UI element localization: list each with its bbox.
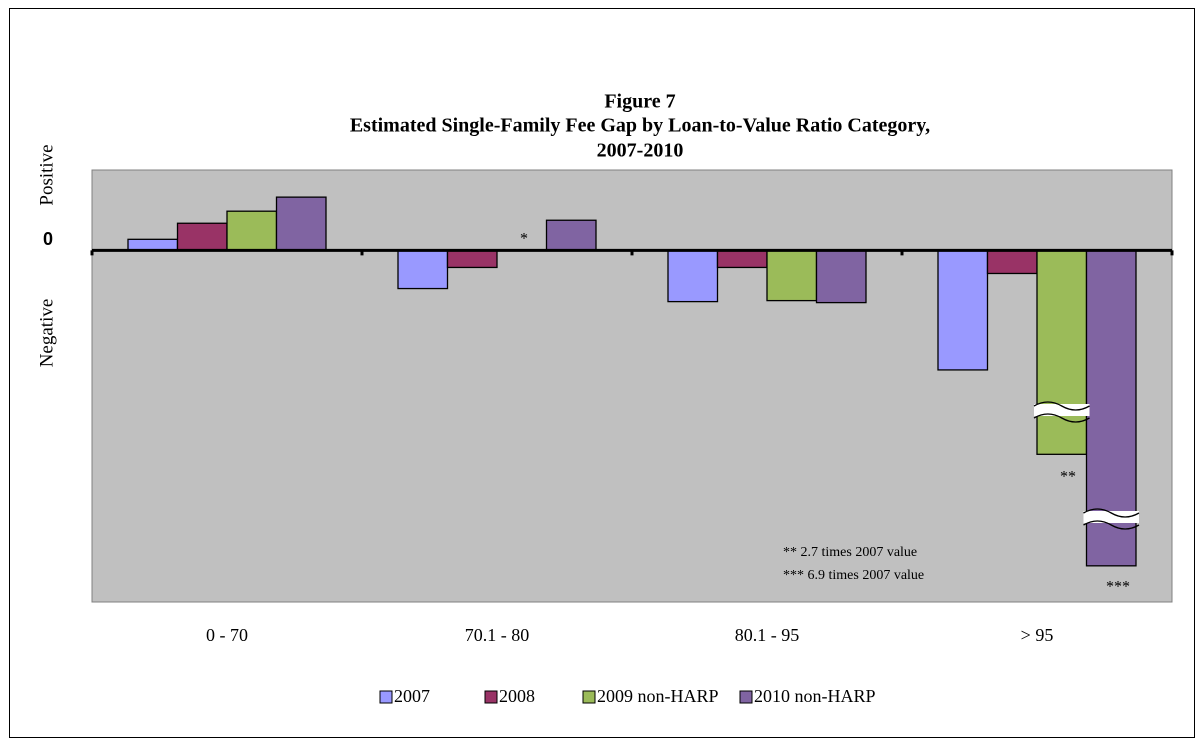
bar [397, 249, 449, 290]
bar [275, 196, 327, 252]
axis-break [1033, 413, 1090, 423]
axis-break [1083, 508, 1140, 518]
chart-title: 2007-2010 [597, 140, 684, 162]
legend-label: 2007 [394, 686, 430, 706]
legend-label: 2009 non-HARP [597, 686, 719, 706]
y-label: Positive [36, 144, 57, 205]
legend-swatch [739, 690, 753, 704]
x-tick-label: 80.1 - 95 [735, 625, 800, 645]
legend-label: 2010 non-HARP [754, 686, 876, 706]
bar [986, 249, 1038, 275]
chart-title: Figure 7 [604, 91, 675, 113]
bar [766, 249, 818, 302]
annotation: * [520, 231, 528, 248]
bar [176, 222, 228, 252]
x-tick-label: 0 - 70 [206, 625, 248, 645]
axis-break [1034, 404, 1090, 416]
bar [127, 238, 179, 252]
bar [815, 249, 867, 304]
chart-title: Estimated Single-Family Fee Gap by Loan-… [350, 115, 930, 137]
axis-break [1033, 401, 1090, 411]
legend-swatch [379, 690, 393, 704]
x-tick-label: 70.1 - 80 [465, 625, 530, 645]
axis-break [1083, 511, 1139, 523]
bar [667, 249, 719, 303]
legend-swatch [582, 690, 596, 704]
annotation: ** 2.7 times 2007 value [783, 545, 917, 560]
y-label: Negative [36, 299, 57, 368]
bar [1036, 249, 1088, 455]
bar [937, 249, 989, 371]
bar [716, 249, 768, 269]
annotation: ** [1060, 469, 1076, 486]
axis-break [1083, 520, 1140, 530]
bar [446, 249, 498, 269]
annotation: *** [1106, 579, 1130, 596]
legend-swatch [484, 690, 498, 704]
legend-label: 2008 [499, 686, 535, 706]
y-tick-label: 0 [43, 229, 53, 249]
bar [226, 210, 278, 252]
annotation: *** 6.9 times 2007 value [783, 568, 924, 583]
bar [545, 219, 597, 252]
x-tick-label: > 95 [1021, 625, 1054, 645]
